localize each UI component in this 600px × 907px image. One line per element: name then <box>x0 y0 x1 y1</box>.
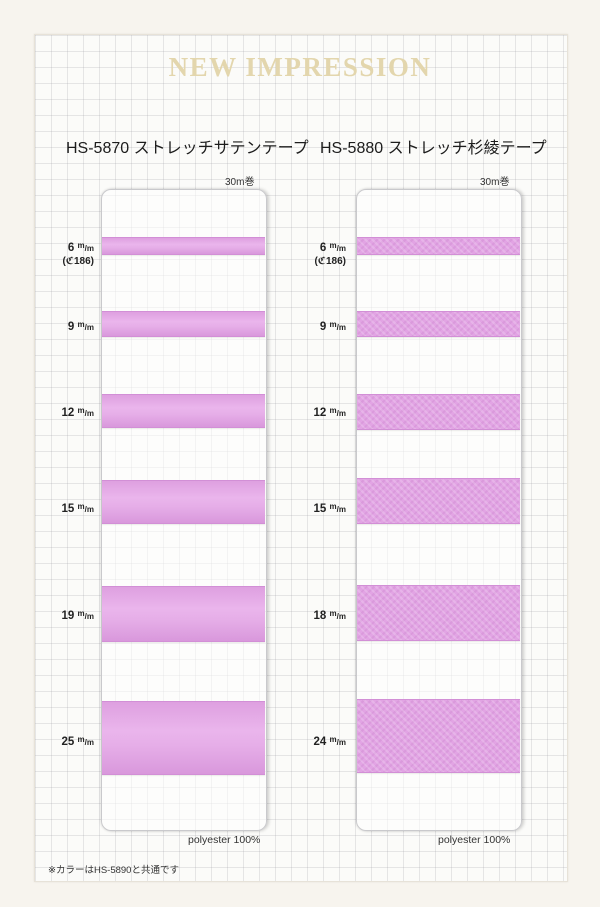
size-label: 18 m/m <box>313 609 346 622</box>
material-twill: polyester 100% <box>438 834 511 846</box>
size-label: 6 m/m (ℭ186) <box>314 241 346 267</box>
satin-tape-6mm <box>102 237 265 255</box>
size-label: 9 m/m <box>67 320 94 333</box>
size-label: 25 m/m <box>61 735 94 748</box>
satin-tape-12mm <box>102 394 265 428</box>
twill-tape-24mm <box>357 699 520 773</box>
size-label: 6 m/m (ℭ186) <box>62 241 94 267</box>
brand-title: NEW IMPRESSION <box>168 52 432 82</box>
satin-tape-15mm <box>102 480 265 524</box>
roll-length-satin: 30m巻 <box>225 177 255 188</box>
series-title-satin: HS-5870 ストレッチサテンテープ <box>66 140 309 157</box>
material-satin: polyester 100% <box>188 834 261 846</box>
twill-tape-18mm <box>357 585 520 641</box>
size-label: 9 m/m <box>319 320 346 333</box>
size-label: 24 m/m <box>313 735 346 748</box>
size-label: 15 m/m <box>61 502 94 515</box>
twill-tape-9mm <box>357 311 520 337</box>
color-note: ※カラーはHS-5890と共通です <box>48 865 179 876</box>
satin-tape-9mm <box>102 311 265 337</box>
size-label: 19 m/m <box>61 609 94 622</box>
size-label: 12 m/m <box>61 406 94 419</box>
twill-tape-12mm <box>357 394 520 430</box>
size-label: 12 m/m <box>313 406 346 419</box>
satin-tape-25mm <box>102 701 265 775</box>
roll-length-twill: 30m巻 <box>480 177 510 188</box>
twill-tape-15mm <box>357 478 520 524</box>
twill-tape-6mm <box>357 237 520 255</box>
size-label: 15 m/m <box>313 502 346 515</box>
series-title-twill: HS-5880 ストレッチ杉綾テープ <box>320 140 547 157</box>
satin-tape-19mm <box>102 586 265 642</box>
